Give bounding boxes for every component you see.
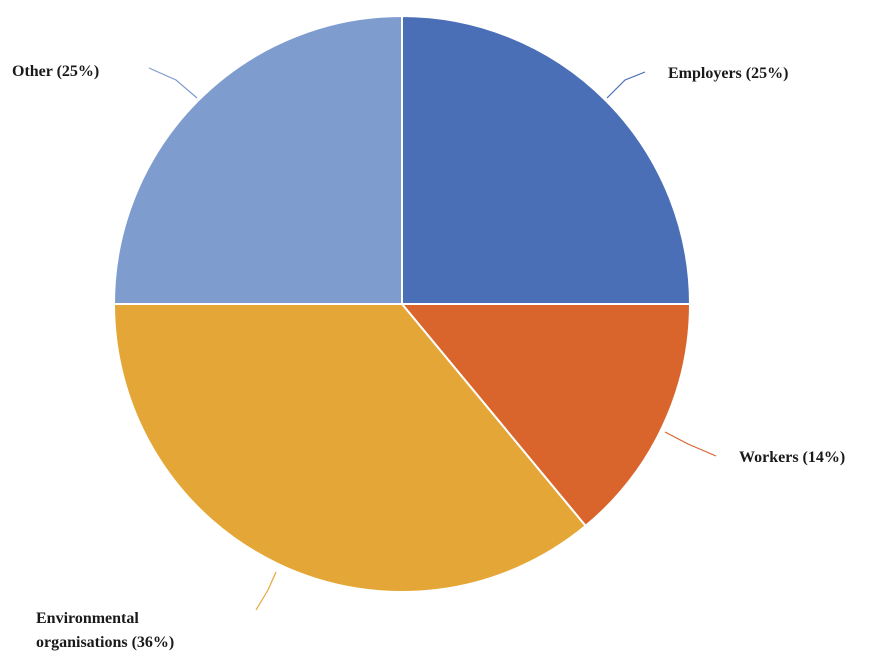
pie-slices (112, 14, 692, 593)
pie-slice-other (112, 14, 403, 305)
leader-line-environmental-organisations (255, 571, 277, 611)
data-label-environmental-organisations: Environmental organisations (36%) (36, 610, 174, 651)
pie-slice-environmental-organisations (112, 303, 587, 593)
pie-slice-employers (401, 14, 692, 305)
data-labels: Employers (25%) Workers (14%) Environmenta… (12, 63, 845, 651)
data-label-workers: Workers (14%) (739, 449, 845, 466)
leader-lines (148, 67, 717, 611)
data-label-other: Other (25%) (12, 63, 99, 80)
pie-slice-workers (399, 303, 692, 528)
leader-line-other (148, 67, 198, 99)
leader-line-employers (606, 71, 646, 99)
data-label-employers: Employers (25%) (668, 65, 788, 82)
leader-line-workers (664, 431, 717, 457)
